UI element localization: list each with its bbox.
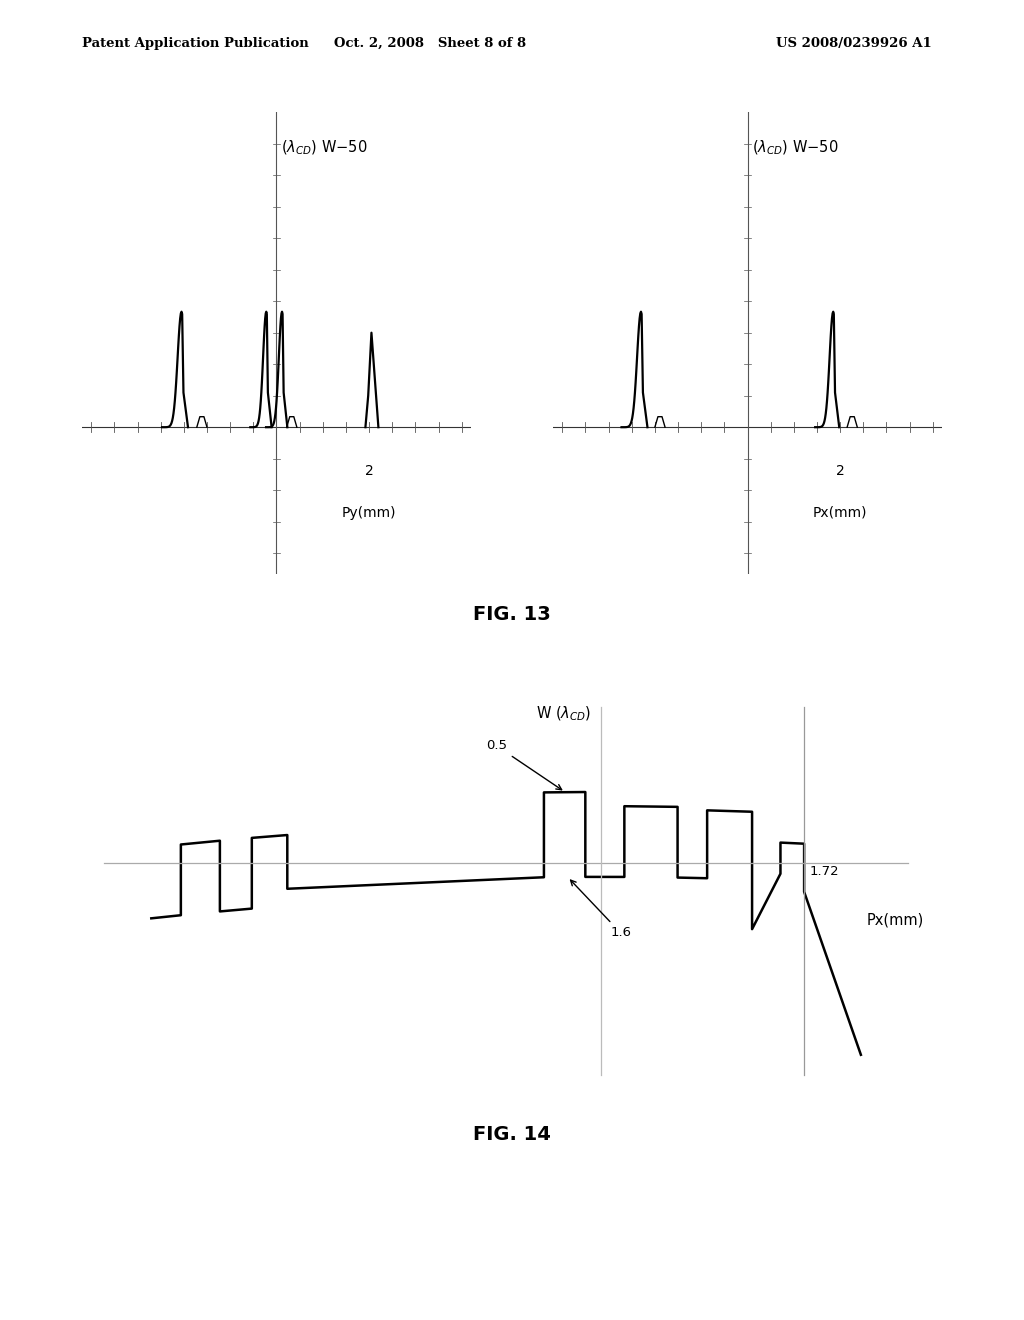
Text: Patent Application Publication: Patent Application Publication	[82, 37, 308, 50]
Text: ($\lambda_{CD}$) W$-$50: ($\lambda_{CD}$) W$-$50	[282, 139, 368, 157]
Text: Py(mm): Py(mm)	[342, 506, 396, 520]
Text: 2: 2	[836, 463, 845, 478]
Text: 2: 2	[365, 463, 374, 478]
Text: FIG. 14: FIG. 14	[473, 1125, 551, 1143]
Text: ($\lambda_{CD}$) W$-$50: ($\lambda_{CD}$) W$-$50	[753, 139, 839, 157]
Text: 0.5: 0.5	[486, 739, 561, 789]
Text: Px(mm): Px(mm)	[866, 913, 924, 928]
Text: FIG. 13: FIG. 13	[473, 605, 551, 623]
Text: Oct. 2, 2008   Sheet 8 of 8: Oct. 2, 2008 Sheet 8 of 8	[334, 37, 526, 50]
Text: W ($\lambda_{CD}$): W ($\lambda_{CD}$)	[536, 705, 591, 723]
Text: 1.6: 1.6	[570, 880, 631, 940]
Text: 1.72: 1.72	[810, 866, 840, 879]
Text: US 2008/0239926 A1: US 2008/0239926 A1	[776, 37, 932, 50]
Text: Px(mm): Px(mm)	[813, 506, 867, 520]
